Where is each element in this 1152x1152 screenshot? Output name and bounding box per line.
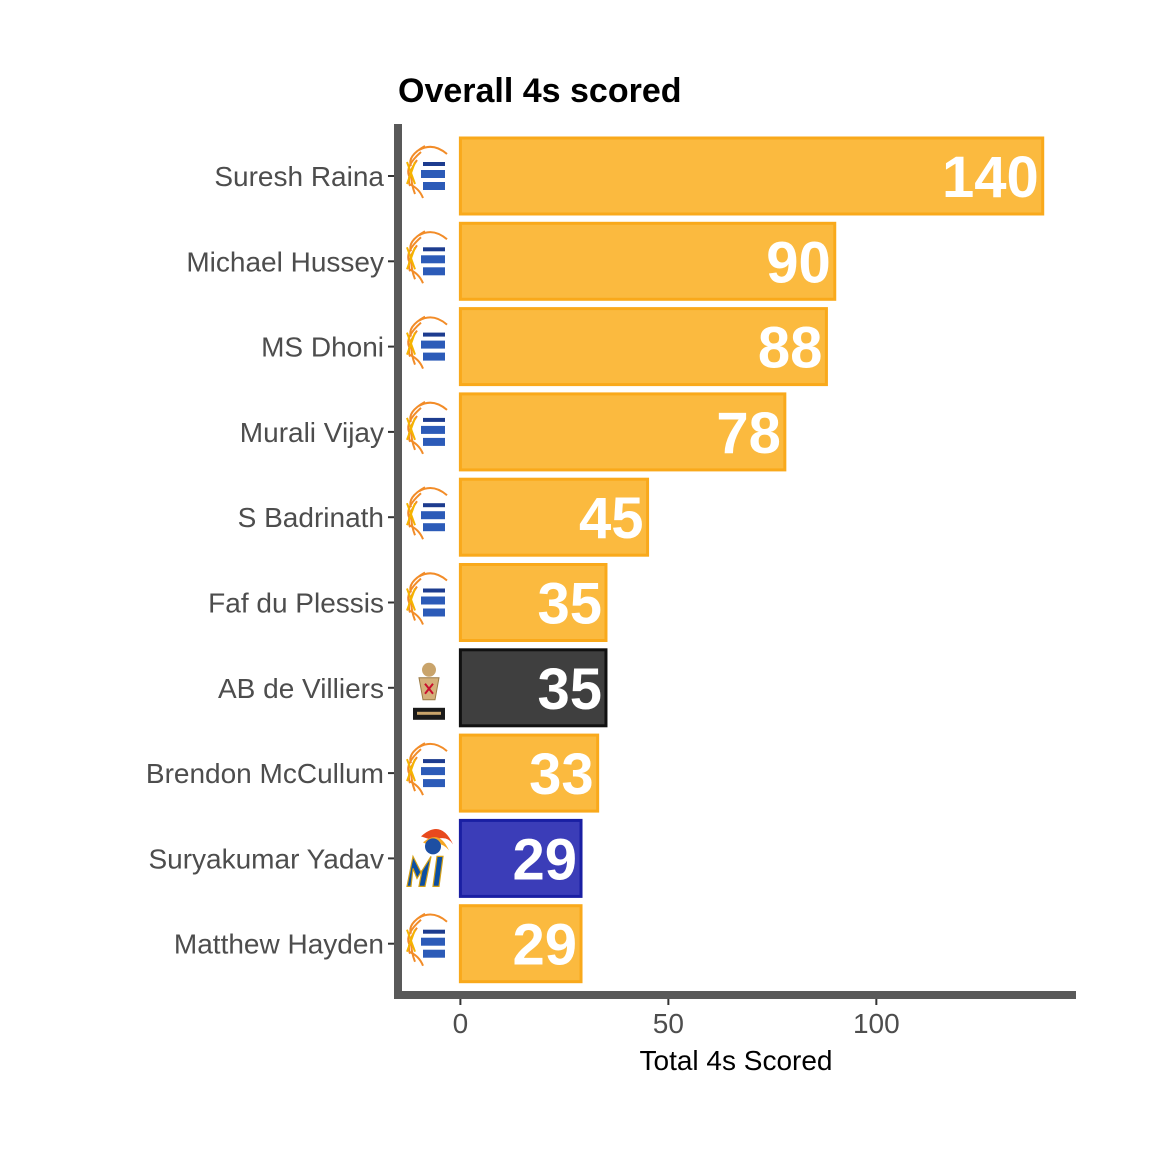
chennai-super-kings-logo-icon bbox=[406, 486, 448, 540]
value-label-michael-hussey: 90 bbox=[766, 230, 831, 295]
category-label-ab-de-villiers: AB de Villiers bbox=[218, 673, 384, 704]
bar-ms-dhoni bbox=[458, 307, 828, 387]
x-tick-label-50: 50 bbox=[653, 1008, 684, 1039]
category-label-suryakumar-yadav: Suryakumar Yadav bbox=[148, 843, 384, 874]
chennai-super-kings-logo-icon bbox=[406, 401, 448, 455]
bar-ab-de-villiers bbox=[458, 648, 608, 728]
chennai-super-kings-logo-icon bbox=[406, 912, 448, 967]
category-label-matthew-hayden: Matthew Hayden bbox=[174, 929, 384, 960]
x-tick-label-0: 0 bbox=[453, 1008, 469, 1039]
chennai-super-kings-logo-icon bbox=[406, 230, 448, 284]
bar-s-badrinath bbox=[458, 477, 650, 557]
value-label-s-badrinath: 45 bbox=[579, 486, 644, 551]
category-labels: Suresh Raina Michael Hussey MS Dhoni Murali… bbox=[146, 161, 394, 960]
chennai-super-kings-logo-icon bbox=[406, 315, 448, 369]
mumbai-indians-logo-icon bbox=[406, 829, 453, 888]
royal-challengers-logo-icon bbox=[411, 653, 447, 722]
value-label-murali-vijay: 78 bbox=[716, 401, 781, 466]
bar-michael-hussey bbox=[458, 221, 837, 301]
category-label-michael-hussey: Michael Hussey bbox=[186, 246, 384, 277]
bars-layer: 140 90 88 78 45 35 35 33 29 29 bbox=[458, 136, 1045, 984]
bar-faf-du-plessis bbox=[458, 563, 608, 642]
bar-suresh-raina bbox=[458, 136, 1045, 216]
category-label-faf-du-plessis: Faf du Plessis bbox=[208, 588, 384, 619]
value-label-suryakumar-yadav: 29 bbox=[513, 827, 578, 892]
bar-suryakumar-yadav bbox=[458, 818, 583, 898]
value-label-suresh-raina: 140 bbox=[942, 145, 1039, 210]
x-axis-title: Total 4s Scored bbox=[640, 1045, 833, 1076]
bar-matthew-hayden bbox=[458, 904, 583, 984]
value-label-ms-dhoni: 88 bbox=[758, 316, 823, 381]
x-tick-label-100: 100 bbox=[853, 1008, 900, 1039]
category-label-ms-dhoni: MS Dhoni bbox=[261, 332, 384, 363]
category-label-murali-vijay: Murali Vijay bbox=[240, 417, 384, 448]
chennai-super-kings-logo-icon bbox=[406, 145, 448, 199]
category-label-s-badrinath: S Badrinath bbox=[238, 502, 384, 533]
bar-brendon-mccullum bbox=[458, 733, 600, 813]
category-label-suresh-raina: Suresh Raina bbox=[214, 161, 384, 192]
value-label-faf-du-plessis: 35 bbox=[537, 572, 602, 637]
logos-layer bbox=[406, 145, 453, 967]
value-label-brendon-mccullum: 33 bbox=[529, 742, 594, 807]
value-label-matthew-hayden: 29 bbox=[513, 913, 578, 978]
chennai-super-kings-logo-icon bbox=[406, 742, 448, 796]
chart-title: Overall 4s scored bbox=[398, 72, 682, 110]
category-label-brendon-mccullum: Brendon McCullum bbox=[146, 758, 384, 789]
bar-murali-vijay bbox=[458, 392, 787, 472]
x-axis-ticks: 0 50 100 bbox=[453, 999, 900, 1039]
chennai-super-kings-logo-icon bbox=[406, 571, 448, 625]
value-label-ab-de-villiers: 35 bbox=[537, 657, 602, 722]
